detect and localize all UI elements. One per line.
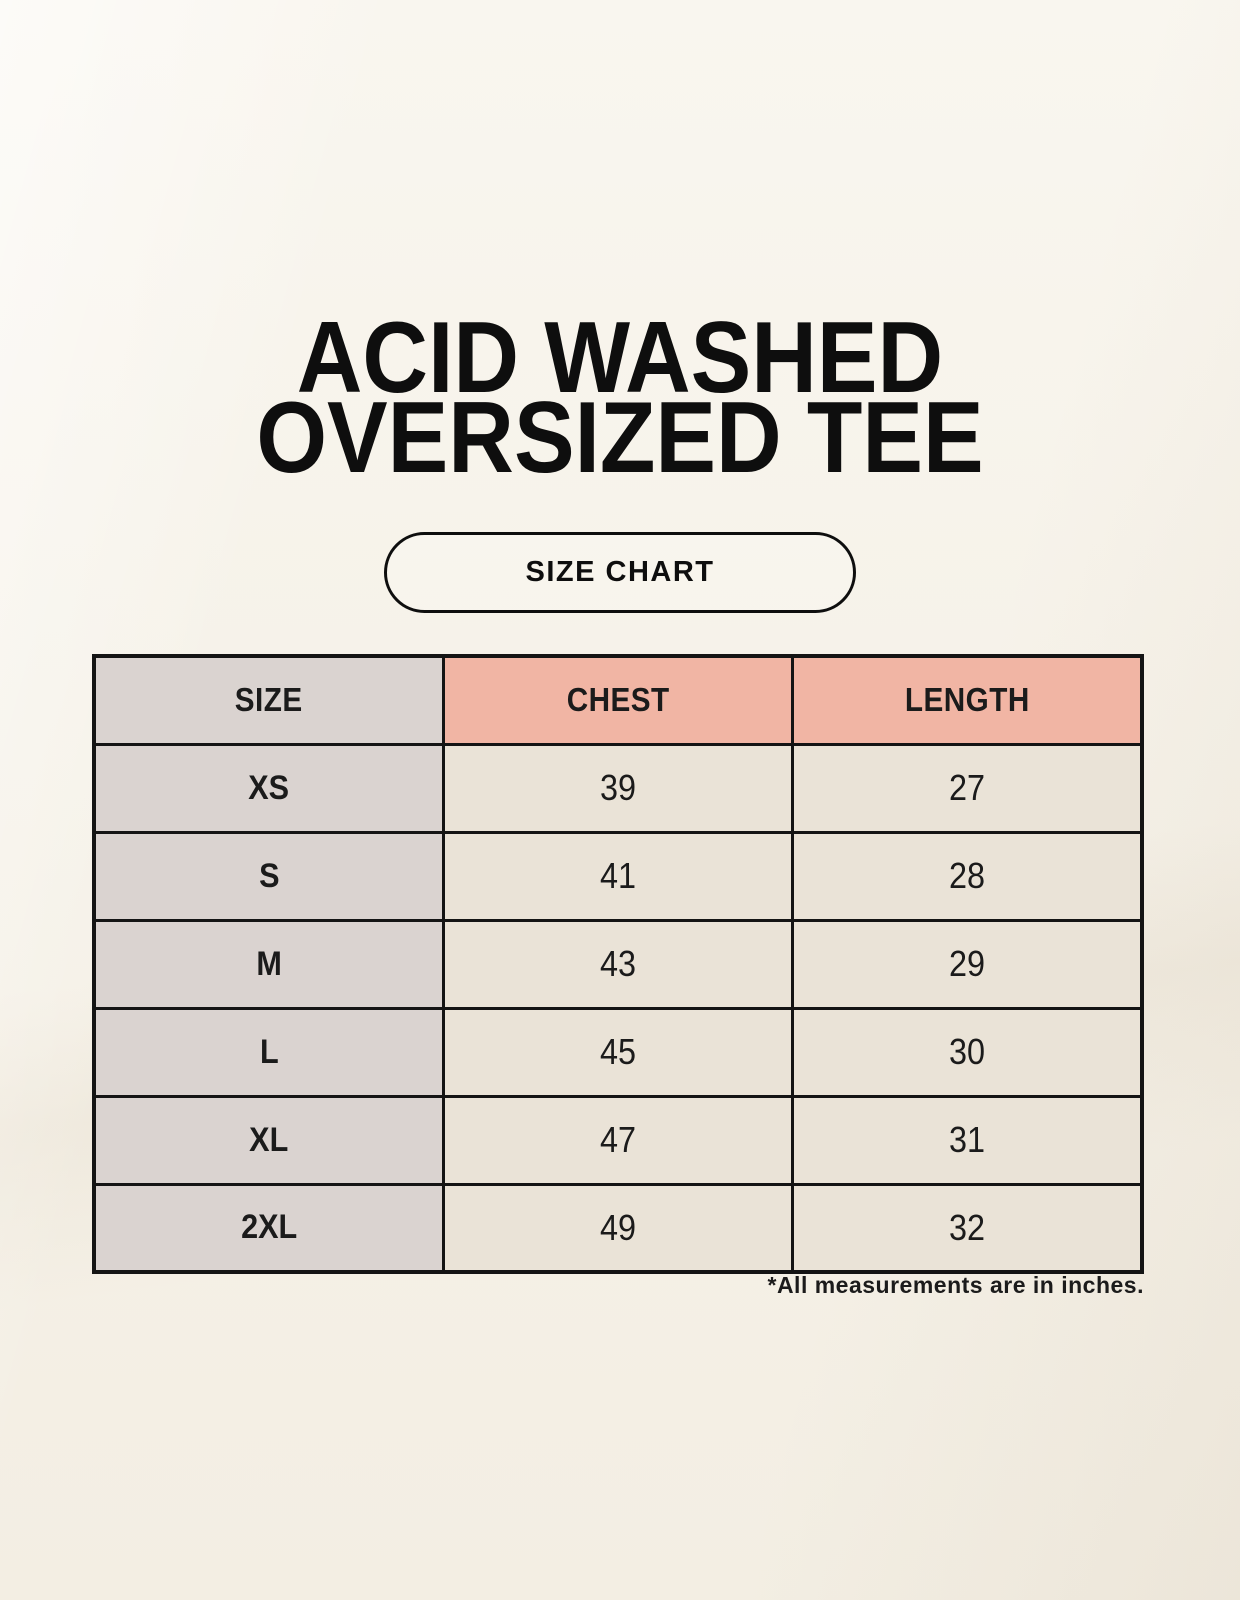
table-row-xl: XL 47 31 bbox=[92, 1094, 1144, 1186]
chest-value-cell: 39 bbox=[441, 742, 795, 834]
column-header-size: SIZE bbox=[92, 654, 445, 746]
measurements-footnote: *All measurements are in inches. bbox=[767, 1272, 1144, 1298]
length-value-cell: 32 bbox=[791, 1182, 1144, 1274]
length-value-cell: 30 bbox=[791, 1006, 1144, 1098]
column-header-length-label: LENGTH bbox=[904, 681, 1030, 719]
chest-value-cell: 47 bbox=[441, 1094, 795, 1186]
size-label-cell: L bbox=[92, 1006, 445, 1098]
length-value-cell: 31 bbox=[791, 1094, 1144, 1186]
size-chart-button[interactable]: SIZE CHART bbox=[384, 532, 856, 613]
size-label-cell: 2XL bbox=[92, 1182, 445, 1274]
column-header-length: LENGTH bbox=[791, 654, 1144, 746]
size-label-cell: XL bbox=[92, 1094, 445, 1186]
size-label-cell: XS bbox=[92, 742, 445, 834]
product-title-line-1: ACID WASHED bbox=[296, 302, 944, 414]
table-row-l: L 45 30 bbox=[92, 1006, 1144, 1098]
length-value-cell: 27 bbox=[791, 742, 1144, 834]
table-row-2xl: 2XL 49 32 bbox=[92, 1182, 1144, 1274]
table-row-m: M 43 29 bbox=[92, 918, 1144, 1010]
table-row-xs: XS 39 27 bbox=[92, 742, 1144, 834]
length-value-cell: 28 bbox=[791, 830, 1144, 922]
product-title-line-2: OVERSIZED TEE bbox=[256, 382, 984, 494]
length-value-cell: 29 bbox=[791, 918, 1144, 1010]
table-header-row: SIZE CHEST LENGTH bbox=[92, 654, 1144, 746]
chest-value-cell: 45 bbox=[441, 1006, 795, 1098]
chest-value-cell: 43 bbox=[441, 918, 795, 1010]
size-label-cell: M bbox=[92, 918, 445, 1010]
size-label-cell: S bbox=[92, 830, 445, 922]
column-header-size-label: SIZE bbox=[235, 681, 303, 719]
size-chart-button-label: SIZE CHART bbox=[525, 556, 715, 588]
column-header-chest-label: CHEST bbox=[566, 681, 670, 719]
size-chart-table: SIZE CHEST LENGTH XS 39 27 S 41 28 M 43 … bbox=[92, 654, 1144, 1274]
product-title: ACID WASHED OVERSIZED TEE bbox=[62, 302, 1178, 494]
table-row-s: S 41 28 bbox=[92, 830, 1144, 922]
column-header-chest: CHEST bbox=[441, 654, 795, 746]
chest-value-cell: 41 bbox=[441, 830, 795, 922]
chest-value-cell: 49 bbox=[441, 1182, 795, 1274]
